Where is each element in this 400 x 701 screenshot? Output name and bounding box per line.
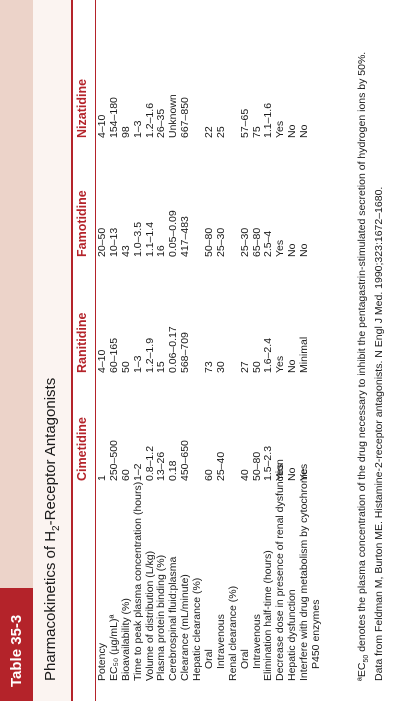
table-cell: 154–180 bbox=[107, 97, 120, 138]
row-label: Renal clearance (%) bbox=[226, 585, 239, 681]
table-cell: 25–30 bbox=[238, 227, 251, 257]
column-header: Ranitidine bbox=[75, 312, 89, 373]
table-row: Oral 60 73 50–80 22 bbox=[203, 0, 216, 701]
footnote-source: Data from Feldman M, Burton ME. Histamin… bbox=[373, 186, 386, 681]
table-cell: 450–650 bbox=[179, 440, 192, 481]
table-number-tag: Table 35-3 bbox=[0, 588, 33, 701]
table-cell: Yes bbox=[298, 463, 311, 481]
row-label: Time to peak plasma concentration (hours… bbox=[131, 481, 144, 681]
table-cell: 1–3 bbox=[131, 120, 144, 138]
table-row: EC₅₀ (µg/mL)ª 250–500 60–165 10–13 154–180 bbox=[107, 0, 121, 701]
table-row: Oral 40 27 25–30 57–65 bbox=[238, 0, 252, 701]
row-label: Oral bbox=[238, 649, 251, 669]
footnote-ec50: ªEC50 denotes the plasma concentration o… bbox=[356, 51, 371, 681]
table-cell: 1.0–3.5 bbox=[131, 221, 144, 257]
table-cell: 30 bbox=[214, 361, 227, 373]
column-header: Cimetidine bbox=[75, 417, 89, 481]
column-header-row: Cimetidine Ranitidine Famotidine Nizatid… bbox=[73, 0, 96, 701]
table-cell: 60 bbox=[119, 469, 132, 481]
table-row: Time to peak plasma concentration (hours… bbox=[131, 0, 145, 701]
row-label: EC₅₀ (µg/mL)ª bbox=[107, 614, 120, 681]
table-cell: 50 bbox=[119, 361, 132, 373]
table-cell: 98 bbox=[119, 126, 132, 138]
table-title: Pharmacokinetics of H2-Receptor Antagoni… bbox=[42, 377, 62, 681]
table-cell: 25 bbox=[214, 126, 227, 138]
table-cell: 1–3 bbox=[131, 355, 144, 373]
column-header: Famotidine bbox=[75, 190, 89, 257]
table-cell: 40 bbox=[238, 469, 251, 481]
table-cell: 57–65 bbox=[238, 108, 251, 138]
table-cell: 27 bbox=[238, 361, 251, 373]
table-cell: 25–40 bbox=[214, 451, 227, 481]
row-label: Bioavailability (%) bbox=[119, 598, 132, 681]
table-footnotes: ªEC50 denotes the plasma concentration o… bbox=[356, 11, 386, 681]
table-cell: 568–709 bbox=[179, 332, 192, 373]
table-body: Potency 1 4–10 20–50 4–10 EC₅₀ (µg/mL)ª 250–50… bbox=[96, 0, 323, 701]
table-cell: Minimal bbox=[298, 336, 311, 373]
table-row: Bioavailability (%) 60 50 43 98 bbox=[119, 0, 133, 701]
table-cell: No bbox=[298, 243, 311, 257]
table-cell: 417–483 bbox=[179, 216, 192, 257]
table-cell: 250–500 bbox=[107, 440, 120, 481]
row-label: P450 enzymes bbox=[310, 599, 323, 669]
table-cell: 43 bbox=[119, 245, 132, 257]
table-title-bar: Pharmacokinetics of H2-Receptor Antagoni… bbox=[33, 0, 73, 701]
table-row: Hepatic clearance (%) bbox=[191, 0, 204, 701]
table-cell: 1–2 bbox=[131, 463, 144, 481]
table-cell: 667–850 bbox=[179, 97, 192, 138]
table-row: Renal clearance (%) bbox=[226, 0, 240, 701]
table-cell: 25–30 bbox=[214, 227, 227, 257]
table-row: Intravenous 25–40 30 25–30 25 bbox=[214, 0, 228, 701]
table-cell: 60–165 bbox=[107, 337, 120, 373]
table-header-band: Table 35-3 bbox=[0, 0, 33, 701]
table-cell: No bbox=[298, 124, 311, 138]
table-cell: 10–13 bbox=[107, 227, 120, 257]
table-row: P450 enzymes bbox=[310, 0, 323, 701]
column-header: Nizatidine bbox=[75, 78, 89, 138]
table-row: Interfere with drug metabolism by cytoch… bbox=[298, 0, 311, 701]
